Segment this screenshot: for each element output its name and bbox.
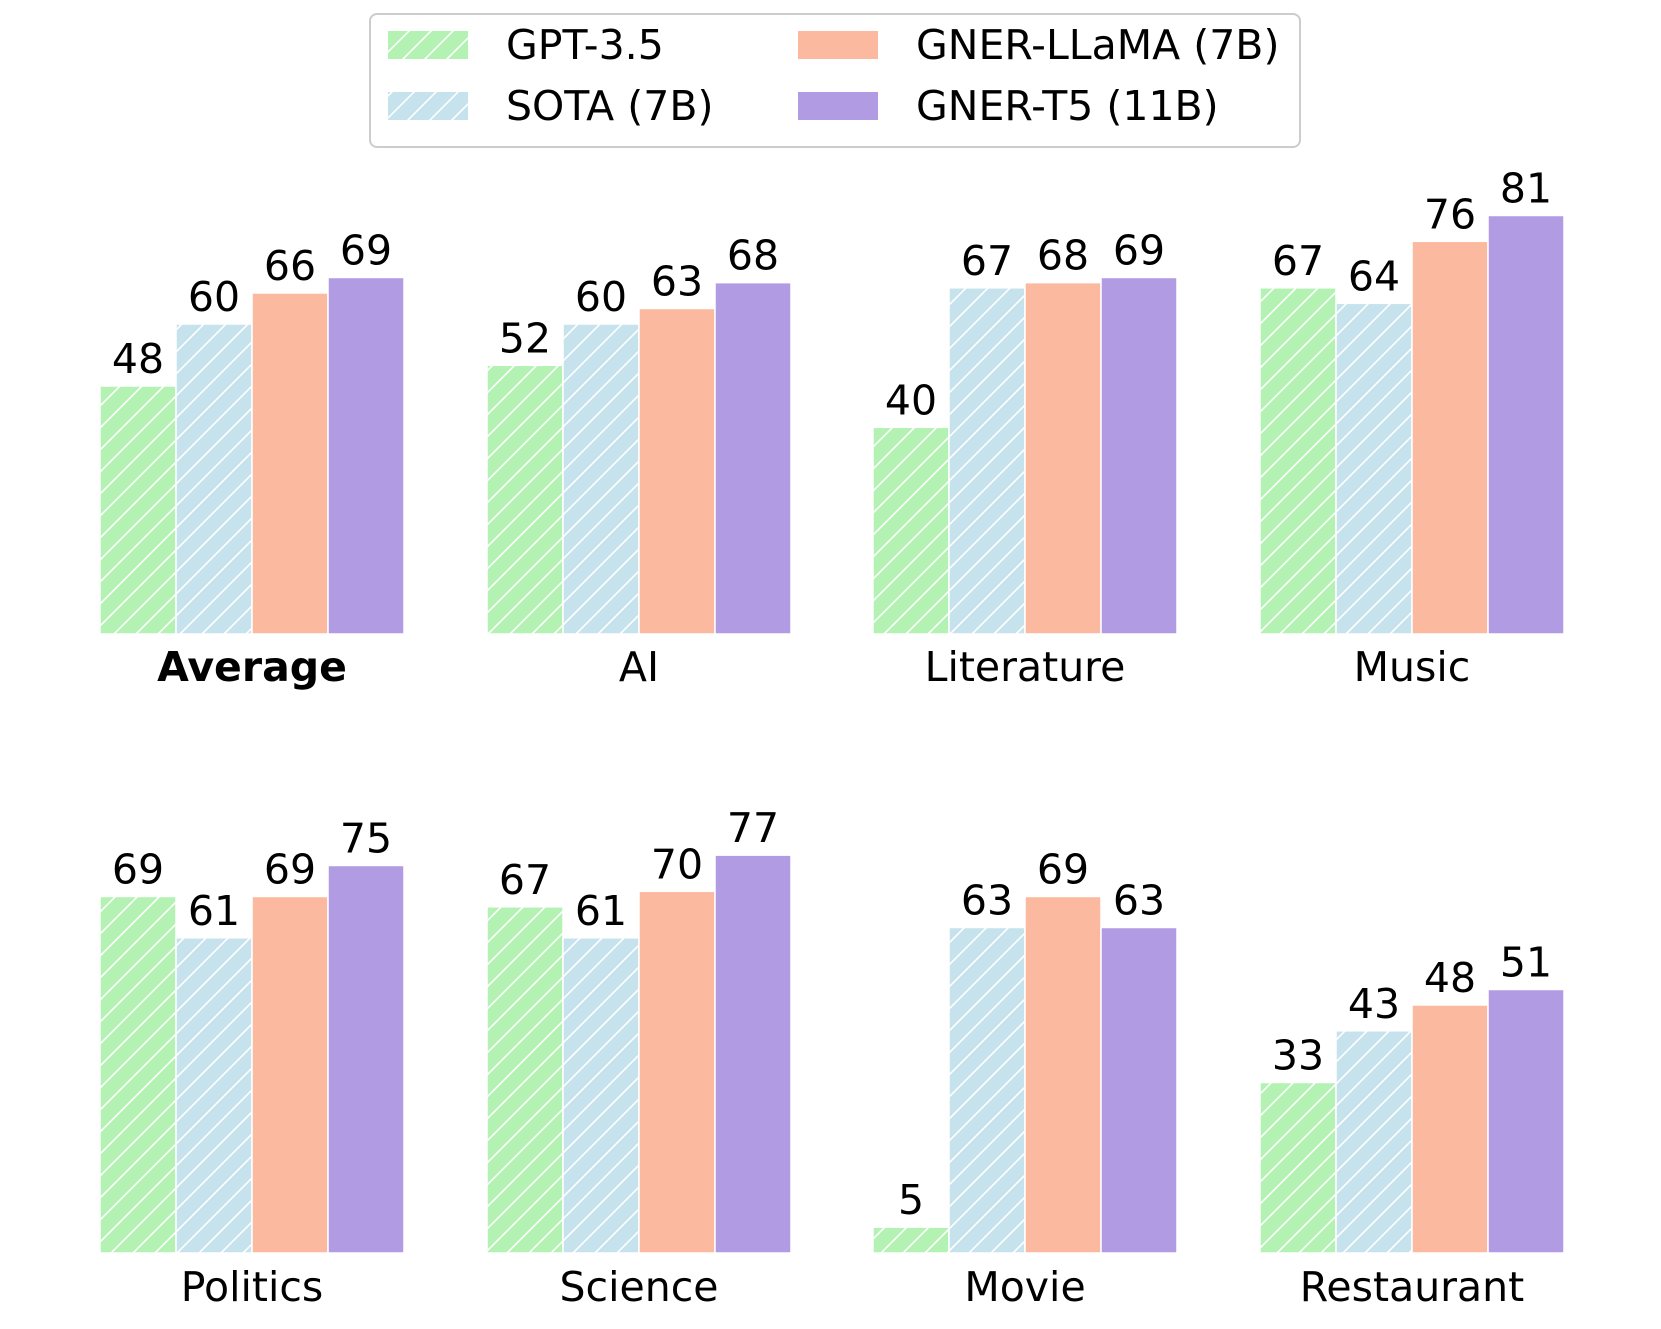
bar-restaurant-gner-t5-11b [1487,988,1565,1254]
panel-label-literature: Literature [925,643,1126,691]
bar-hatch-science-sota-7b [563,937,639,1253]
bar-hatch-average-gpt-3-5 [100,385,176,634]
panel-average: 48 60 66 69 Average [99,226,405,691]
bar-hatch-ai-sota-7b [563,323,639,634]
legend-swatch-gner-t5-11b [798,92,878,120]
value-label-restaurant-gner-llama-7b: 48 [1424,954,1476,1002]
value-label-movie-sota-7b: 63 [961,876,1013,924]
legend-frame [369,13,1301,148]
legend-label-sota-7b: SOTA (7B) [506,82,713,130]
bar-hatch-literature-sota-7b [949,287,1025,634]
value-label-politics-gner-t5-11b: 75 [340,814,392,862]
value-label-ai-gpt-3-5: 52 [499,314,551,362]
bar-literature-gner-llama-7b [1024,281,1102,635]
panel-label-science: Science [560,1263,719,1311]
bar-politics-gner-t5-11b [327,864,405,1254]
value-label-ai-gner-llama-7b: 63 [651,257,703,305]
bar-hatch-music-sota-7b [1336,303,1412,634]
panel-label-politics: Politics [181,1263,324,1311]
value-label-restaurant-gner-t5-11b: 51 [1500,938,1552,986]
value-label-movie-gner-t5-11b: 63 [1113,876,1165,924]
value-label-politics-gpt-3-5: 69 [112,845,164,893]
legend-swatch-gner-llama-7b [798,31,878,59]
bar-science-gner-t5-11b [714,854,792,1254]
value-label-music-gpt-3-5: 67 [1272,237,1324,285]
value-label-science-sota-7b: 61 [575,887,627,935]
bar-music-gner-t5-11b [1487,214,1565,635]
legend-label-gner-llama-7b: GNER-LLaMA (7B) [916,21,1279,69]
legend-label-gpt-3-5: GPT-3.5 [506,21,664,69]
value-label-science-gner-t5-11b: 77 [727,804,779,852]
value-label-music-sota-7b: 64 [1348,252,1400,300]
panel-movie: 5 63 69 63 Movie [872,845,1178,1311]
bar-restaurant-gner-llama-7b [1411,1004,1489,1254]
legend-item-gpt-3-5: GPT-3.5 [388,21,664,69]
panel-label-restaurant: Restaurant [1300,1263,1524,1311]
value-label-average-gpt-3-5: 48 [112,335,164,383]
value-label-restaurant-sota-7b: 43 [1348,980,1400,1028]
value-label-literature-sota-7b: 67 [961,237,1013,285]
legend-item-gner-t5-11b: GNER-T5 (11B) [798,82,1219,130]
value-label-music-gner-llama-7b: 76 [1424,190,1476,238]
bar-movie-gner-t5-11b [1100,926,1178,1254]
value-label-restaurant-gpt-3-5: 33 [1272,1031,1324,1079]
value-label-literature-gner-t5-11b: 69 [1113,226,1165,274]
panel-science: 67 61 70 77 Science [486,804,792,1311]
bar-average-gner-t5-11b [327,276,405,635]
panel-label-movie: Movie [964,1263,1085,1311]
bar-politics-gner-llama-7b [251,895,329,1254]
bar-literature-gner-t5-11b [1100,276,1178,635]
bar-hatch-music-gpt-3-5 [1260,287,1336,634]
value-label-politics-sota-7b: 61 [188,887,240,935]
value-label-average-sota-7b: 60 [188,273,240,321]
value-label-average-gner-llama-7b: 66 [264,242,316,290]
bar-science-gner-llama-7b [638,890,716,1254]
value-label-average-gner-t5-11b: 69 [340,226,392,274]
panel-ai: 52 60 63 68 AI [486,232,792,691]
value-label-literature-gner-llama-7b: 68 [1037,232,1089,280]
legend-swatch-hatch-gpt-3-5 [388,31,468,59]
value-label-ai-gner-t5-11b: 68 [727,232,779,280]
bar-hatch-restaurant-sota-7b [1336,1030,1412,1253]
value-label-science-gpt-3-5: 67 [499,856,551,904]
panel-politics: 69 61 69 75 Politics [99,814,405,1311]
value-label-politics-gner-llama-7b: 69 [264,845,316,893]
bar-hatch-science-gpt-3-5 [487,906,563,1253]
bar-hatch-literature-gpt-3-5 [873,427,949,634]
bar-ai-gner-llama-7b [638,307,716,635]
panel-label-music: Music [1354,643,1471,691]
legend-item-sota-7b: SOTA (7B) [388,82,713,130]
value-label-science-gner-llama-7b: 70 [651,840,703,888]
legend: GPT-3.5 SOTA (7B) GNER-LLaMA (7B) GNER-T5 (… [369,13,1301,148]
bar-hatch-politics-gpt-3-5 [100,896,176,1253]
panel-label-ai: AI [619,643,659,691]
bar-hatch-movie-sota-7b [949,927,1025,1253]
legend-item-gner-llama-7b: GNER-LLaMA (7B) [798,21,1279,69]
value-label-ai-sota-7b: 60 [575,273,627,321]
bar-hatch-ai-gpt-3-5 [487,365,563,634]
bar-hatch-movie-gpt-3-5 [873,1227,949,1253]
legend-label-gner-t5-11b: GNER-T5 (11B) [916,82,1219,130]
bar-hatch-restaurant-gpt-3-5 [1260,1082,1336,1253]
bar-hatch-politics-sota-7b [176,937,252,1253]
panel-literature: 40 67 68 69 Literature [872,226,1178,691]
bar-hatch-average-sota-7b [176,323,252,634]
value-label-literature-gpt-3-5: 40 [885,376,937,424]
bar-average-gner-llama-7b [251,292,329,635]
panel-music: 67 64 76 81 Music [1259,164,1565,691]
value-label-movie-gpt-3-5: 5 [898,1176,924,1224]
value-label-movie-gner-llama-7b: 69 [1037,845,1089,893]
bar-movie-gner-llama-7b [1024,895,1102,1254]
bar-music-gner-llama-7b [1411,240,1489,635]
bar-ai-gner-t5-11b [714,281,792,635]
panel-label-average: Average [157,643,347,691]
legend-swatch-hatch-sota-7b [388,92,468,120]
value-label-music-gner-t5-11b: 81 [1500,164,1552,212]
panel-restaurant: 33 43 48 51 Restaurant [1259,938,1565,1311]
